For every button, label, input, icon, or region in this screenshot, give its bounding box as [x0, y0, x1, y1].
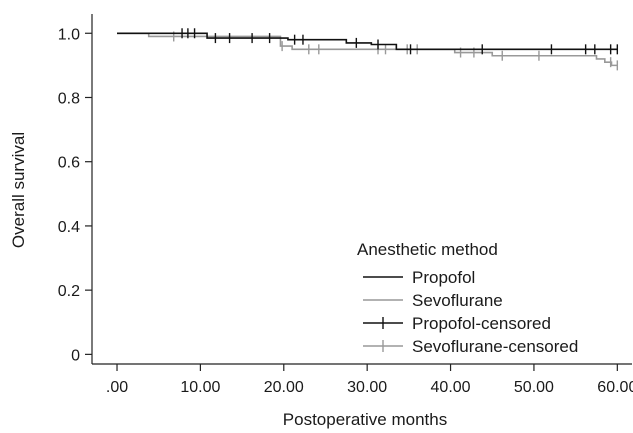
propofol-curve — [117, 32, 618, 51]
x-tick-label: .00 — [106, 379, 128, 396]
y-axis-label: Overall survival — [9, 132, 28, 248]
y-tick-label: 1.0 — [58, 26, 80, 43]
legend-item: Propofol — [363, 268, 475, 287]
series-layer — [117, 28, 619, 71]
y-tick-label: 0 — [71, 347, 80, 364]
y-tick-label: 0.2 — [58, 283, 80, 300]
legend-item: Propofol-censored — [363, 314, 551, 333]
y-tick-label: 0.4 — [58, 219, 80, 236]
x-tick-label: 60.00 — [597, 379, 633, 396]
legend-label: Sevoflurane — [412, 291, 503, 310]
x-tick-label: 10.00 — [180, 379, 220, 396]
y-tick-label: 0.8 — [58, 90, 80, 107]
y-tick-label: 0.6 — [58, 155, 80, 172]
legend: Anesthetic method Propofol Sevoflurane Pro… — [357, 240, 578, 356]
x-tick-label: 30.00 — [347, 379, 387, 396]
legend-item: Sevoflurane — [363, 291, 503, 310]
x-ticks: .00 10.00 20.00 30.00 40.00 50.00 60.00 — [106, 364, 633, 396]
x-axis-label: Postoperative months — [283, 410, 447, 429]
legend-title: Anesthetic method — [357, 240, 498, 259]
legend-label: Sevoflurane-censored — [412, 337, 578, 356]
y-ticks: 0 0.2 0.4 0.6 0.8 1.0 — [58, 26, 92, 364]
legend-item: Sevoflurane-censored — [363, 337, 578, 356]
x-tick-label: 50.00 — [514, 379, 554, 396]
legend-label: Propofol — [412, 268, 475, 287]
legend-label: Propofol-censored — [412, 314, 551, 333]
axes — [91, 14, 632, 365]
x-tick-label: 20.00 — [264, 379, 304, 396]
sevoflurane-series — [117, 31, 619, 71]
propofol-series — [117, 28, 619, 55]
x-tick-label: 40.00 — [431, 379, 471, 396]
